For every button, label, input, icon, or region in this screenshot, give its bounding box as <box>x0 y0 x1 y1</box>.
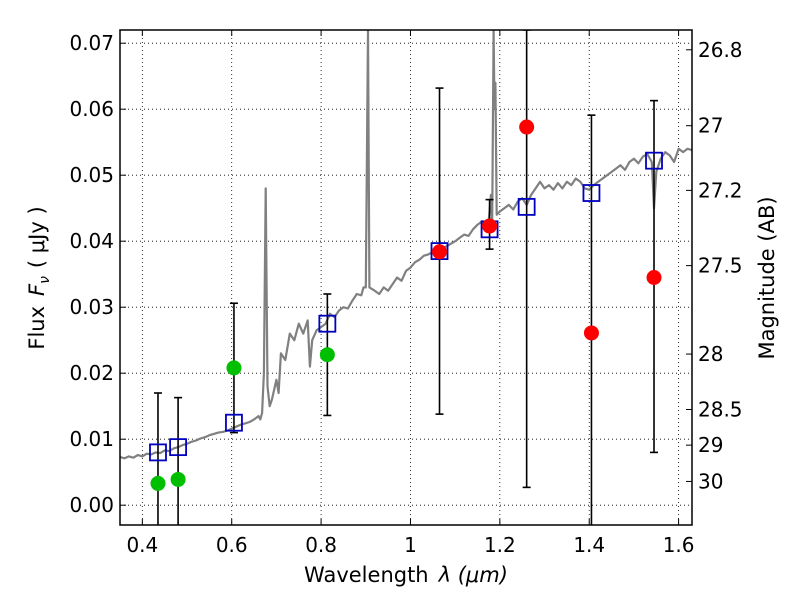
x-tick-label: 1.2 <box>484 533 516 557</box>
model-band-square <box>318 314 337 333</box>
y-tick-label: 0.01 <box>69 427 114 451</box>
y2-tick-label: 29 <box>698 433 723 457</box>
plot-area <box>120 30 692 525</box>
y-tick-label: 0.02 <box>69 361 114 385</box>
y2-tick-label: 30 <box>698 469 723 493</box>
y2-tick-label: 28.5 <box>698 398 743 422</box>
model-band-square <box>645 151 663 170</box>
model-band-square <box>225 413 243 432</box>
grid-lines <box>120 30 692 525</box>
y-tick-label: 0.07 <box>69 31 114 55</box>
y-axis: 0.00 0.01 0.02 0.03 0.04 0.05 0.06 0.07 <box>69 31 126 517</box>
optical-detection-point <box>170 471 186 487</box>
optical-detection-point <box>319 347 335 363</box>
model-spectrum-line <box>120 30 692 460</box>
x-tick-label: 1.6 <box>663 533 695 557</box>
y-axis-label-sub: ν <box>37 276 53 284</box>
y-tick-label: 0.00 <box>69 493 114 517</box>
y-axis-label: FluxFν( μJy ) <box>25 206 53 349</box>
y2-tick-label: 27.2 <box>698 178 743 202</box>
y-axis-label-units: ( μJy ) <box>25 206 49 268</box>
y-tick-label: 0.05 <box>69 163 114 187</box>
nir-detection-point <box>646 270 662 285</box>
x-axis-label-math: λ (μm) <box>438 563 508 587</box>
model-band-square <box>149 443 167 462</box>
nir-detection-point <box>583 325 599 341</box>
y2-tick-label: 27 <box>698 114 723 138</box>
x-tick-label: 0.4 <box>126 533 158 557</box>
y2-tick-label: 28 <box>698 342 723 366</box>
y2-axis: 26.8 27 27.2 27.5 28 28.5 29 30 <box>686 38 743 493</box>
model-band-square <box>169 438 187 457</box>
nir-detection-point <box>519 119 535 135</box>
x-tick-label: 1.4 <box>573 533 605 557</box>
y2-axis-label: Magnitude (AB) <box>755 196 779 359</box>
model-band-square <box>517 197 536 216</box>
y2-tick-label: 27.5 <box>698 254 743 278</box>
x-axis: 0.4 0.6 0.8 1 1.2 1.4 1.6 <box>126 30 695 557</box>
nir-detection-point <box>432 244 448 260</box>
optical-detection-point <box>150 475 166 491</box>
y-tick-label: 0.03 <box>69 295 114 319</box>
plot-frame <box>119 29 693 526</box>
y-tick-label: 0.04 <box>69 229 114 253</box>
model-band-square <box>582 184 601 202</box>
optical-detection-point <box>226 360 242 376</box>
x-tick-label: 0.6 <box>216 533 248 557</box>
x-tick-label: 0.8 <box>305 533 337 557</box>
nir-detection-point <box>482 218 498 234</box>
y2-tick-label: 26.8 <box>698 38 743 62</box>
y-tick-label: 0.06 <box>69 97 114 121</box>
x-axis-label: Wavelength λ (μm) <box>304 563 508 587</box>
x-tick-label: 1 <box>404 533 417 557</box>
